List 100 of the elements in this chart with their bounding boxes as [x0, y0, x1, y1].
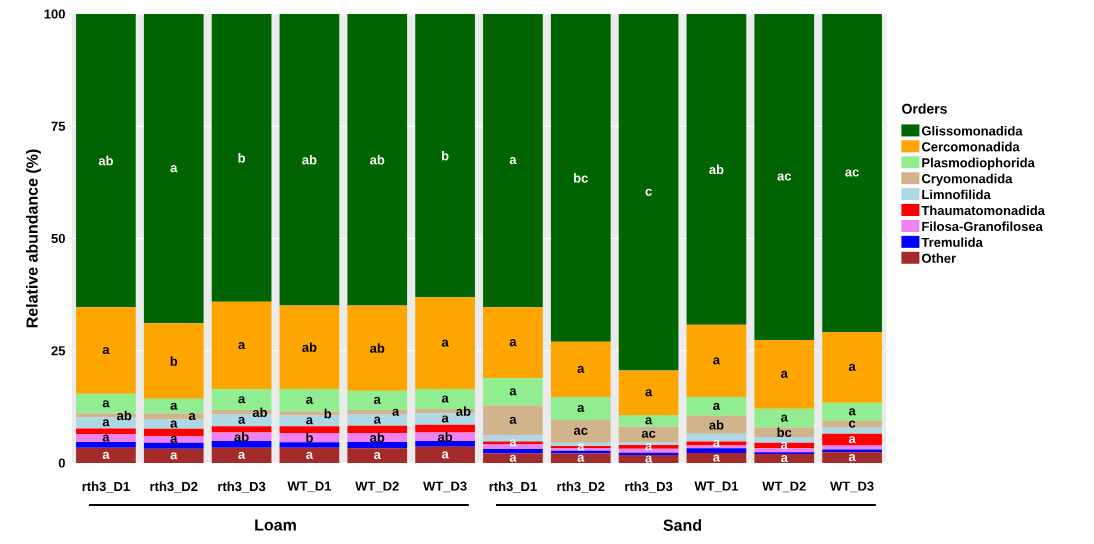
data-label: ab [709, 164, 724, 175]
data-label: b [238, 153, 246, 163]
data-label: a [306, 417, 314, 425]
data-label: a [645, 389, 653, 397]
data-label: a [238, 342, 246, 350]
data-label: ab [302, 154, 317, 165]
y-tick-label: 100 [44, 9, 65, 19]
data-label: b [306, 432, 313, 443]
data-label: a [102, 346, 110, 355]
data-label: a [238, 451, 246, 459]
data-label: ab [117, 410, 132, 421]
data-label: ab [370, 432, 385, 443]
text: Sand [663, 519, 702, 531]
data-label: ab [456, 406, 471, 416]
y-tick-label: 0 [58, 458, 65, 468]
data-label: a [781, 370, 788, 378]
data-label: a [848, 408, 856, 416]
data-label: ac [641, 430, 656, 438]
data-label: ab [302, 342, 317, 352]
data-label: a [713, 402, 721, 410]
data-label: a [509, 454, 517, 462]
data-label: a [170, 435, 178, 443]
data-label: bc [777, 427, 792, 438]
data-label: b [441, 150, 449, 161]
data-label: a [238, 416, 246, 424]
data-label: ab [252, 407, 267, 418]
data-label: bc [574, 173, 588, 183]
data-label: a [848, 436, 856, 444]
data-label: ac [845, 169, 859, 177]
data-label: b [324, 408, 332, 419]
data-label: a [577, 365, 585, 373]
y-axis-title: Relative abundance (%) [26, 149, 41, 328]
data-label: ab [370, 154, 385, 165]
data-label: a [188, 412, 196, 421]
data-label: a [848, 454, 856, 462]
data-label: a [781, 414, 788, 422]
data-label: ab [437, 431, 453, 442]
x-tick-label: WT_D2 [762, 481, 806, 493]
data-label: a [441, 451, 449, 459]
x-tick-label: rth3_D2 [150, 481, 198, 493]
data-label: a [170, 452, 178, 460]
x-tick-label: rth3_D1 [489, 481, 537, 493]
data-label: a [781, 454, 788, 463]
legend-label: Thaumatomonadida [921, 205, 1046, 216]
x-tick-label: rth3_D3 [218, 481, 266, 493]
data-label: c [645, 188, 652, 196]
data-label: a [170, 165, 178, 173]
data-label: a [713, 454, 721, 462]
data-label: ac [777, 173, 792, 181]
legend-label: Glissomonadida [921, 125, 1023, 136]
data-label: a [374, 452, 381, 460]
legend-label: Plasmodiophorida [922, 157, 1035, 170]
legend-label: Cercomonadida [921, 141, 1020, 152]
x-tick-label: WT_D2 [355, 481, 399, 493]
data-label: a [238, 396, 246, 404]
data-label: a [713, 357, 721, 365]
data-label: a [577, 443, 585, 451]
x-tick-label: rth3_D2 [557, 481, 605, 493]
y-tick-label: 25 [51, 346, 66, 356]
data-label: ac [573, 427, 588, 435]
text: Loam [255, 519, 296, 531]
data-label: c [848, 420, 856, 428]
legend-label: Limnofilida [922, 189, 991, 200]
data-label: a [441, 339, 449, 347]
x-tick-label: rth3_D1 [82, 481, 130, 493]
data-label: a [102, 400, 110, 408]
data-label: a [577, 454, 585, 462]
data-label: a [848, 363, 856, 371]
data-label: a [374, 416, 381, 424]
data-label: a [374, 396, 381, 404]
x-tick-label: WT_D3 [423, 481, 467, 493]
y-tick-label: 50 [51, 233, 65, 244]
data-label: b [170, 356, 178, 366]
x-tick-label: WT_D3 [830, 481, 874, 493]
data-label: a [441, 395, 449, 403]
data-label: a [509, 157, 517, 165]
x-tick-label: WT_D1 [694, 481, 739, 493]
legend-label: Filosa-Granofilosea [922, 221, 1043, 232]
data-label: ab [234, 431, 249, 442]
data-label: ab [98, 155, 113, 166]
data-label: a [102, 451, 110, 459]
data-label: a [781, 441, 788, 450]
data-label: a [645, 417, 653, 425]
data-label: a [170, 402, 178, 410]
data-label: a [102, 419, 110, 427]
data-label: a [577, 404, 585, 413]
y-tick-label: 75 [51, 121, 66, 131]
data-label: a [509, 416, 517, 424]
x-tick-label: rth3_D3 [625, 481, 673, 493]
data-label: a [509, 339, 517, 347]
data-label: a [102, 434, 110, 442]
data-label: a [392, 408, 400, 416]
legend-label: Other [921, 253, 956, 263]
data-label: a [509, 388, 517, 396]
data-label: a [306, 396, 314, 404]
data-label: a [170, 420, 178, 428]
data-label: a [306, 451, 314, 459]
data-label: ab [709, 420, 724, 430]
legend-label: Tremulida [921, 237, 983, 247]
legend-label: Cryomonadida [921, 173, 1013, 186]
